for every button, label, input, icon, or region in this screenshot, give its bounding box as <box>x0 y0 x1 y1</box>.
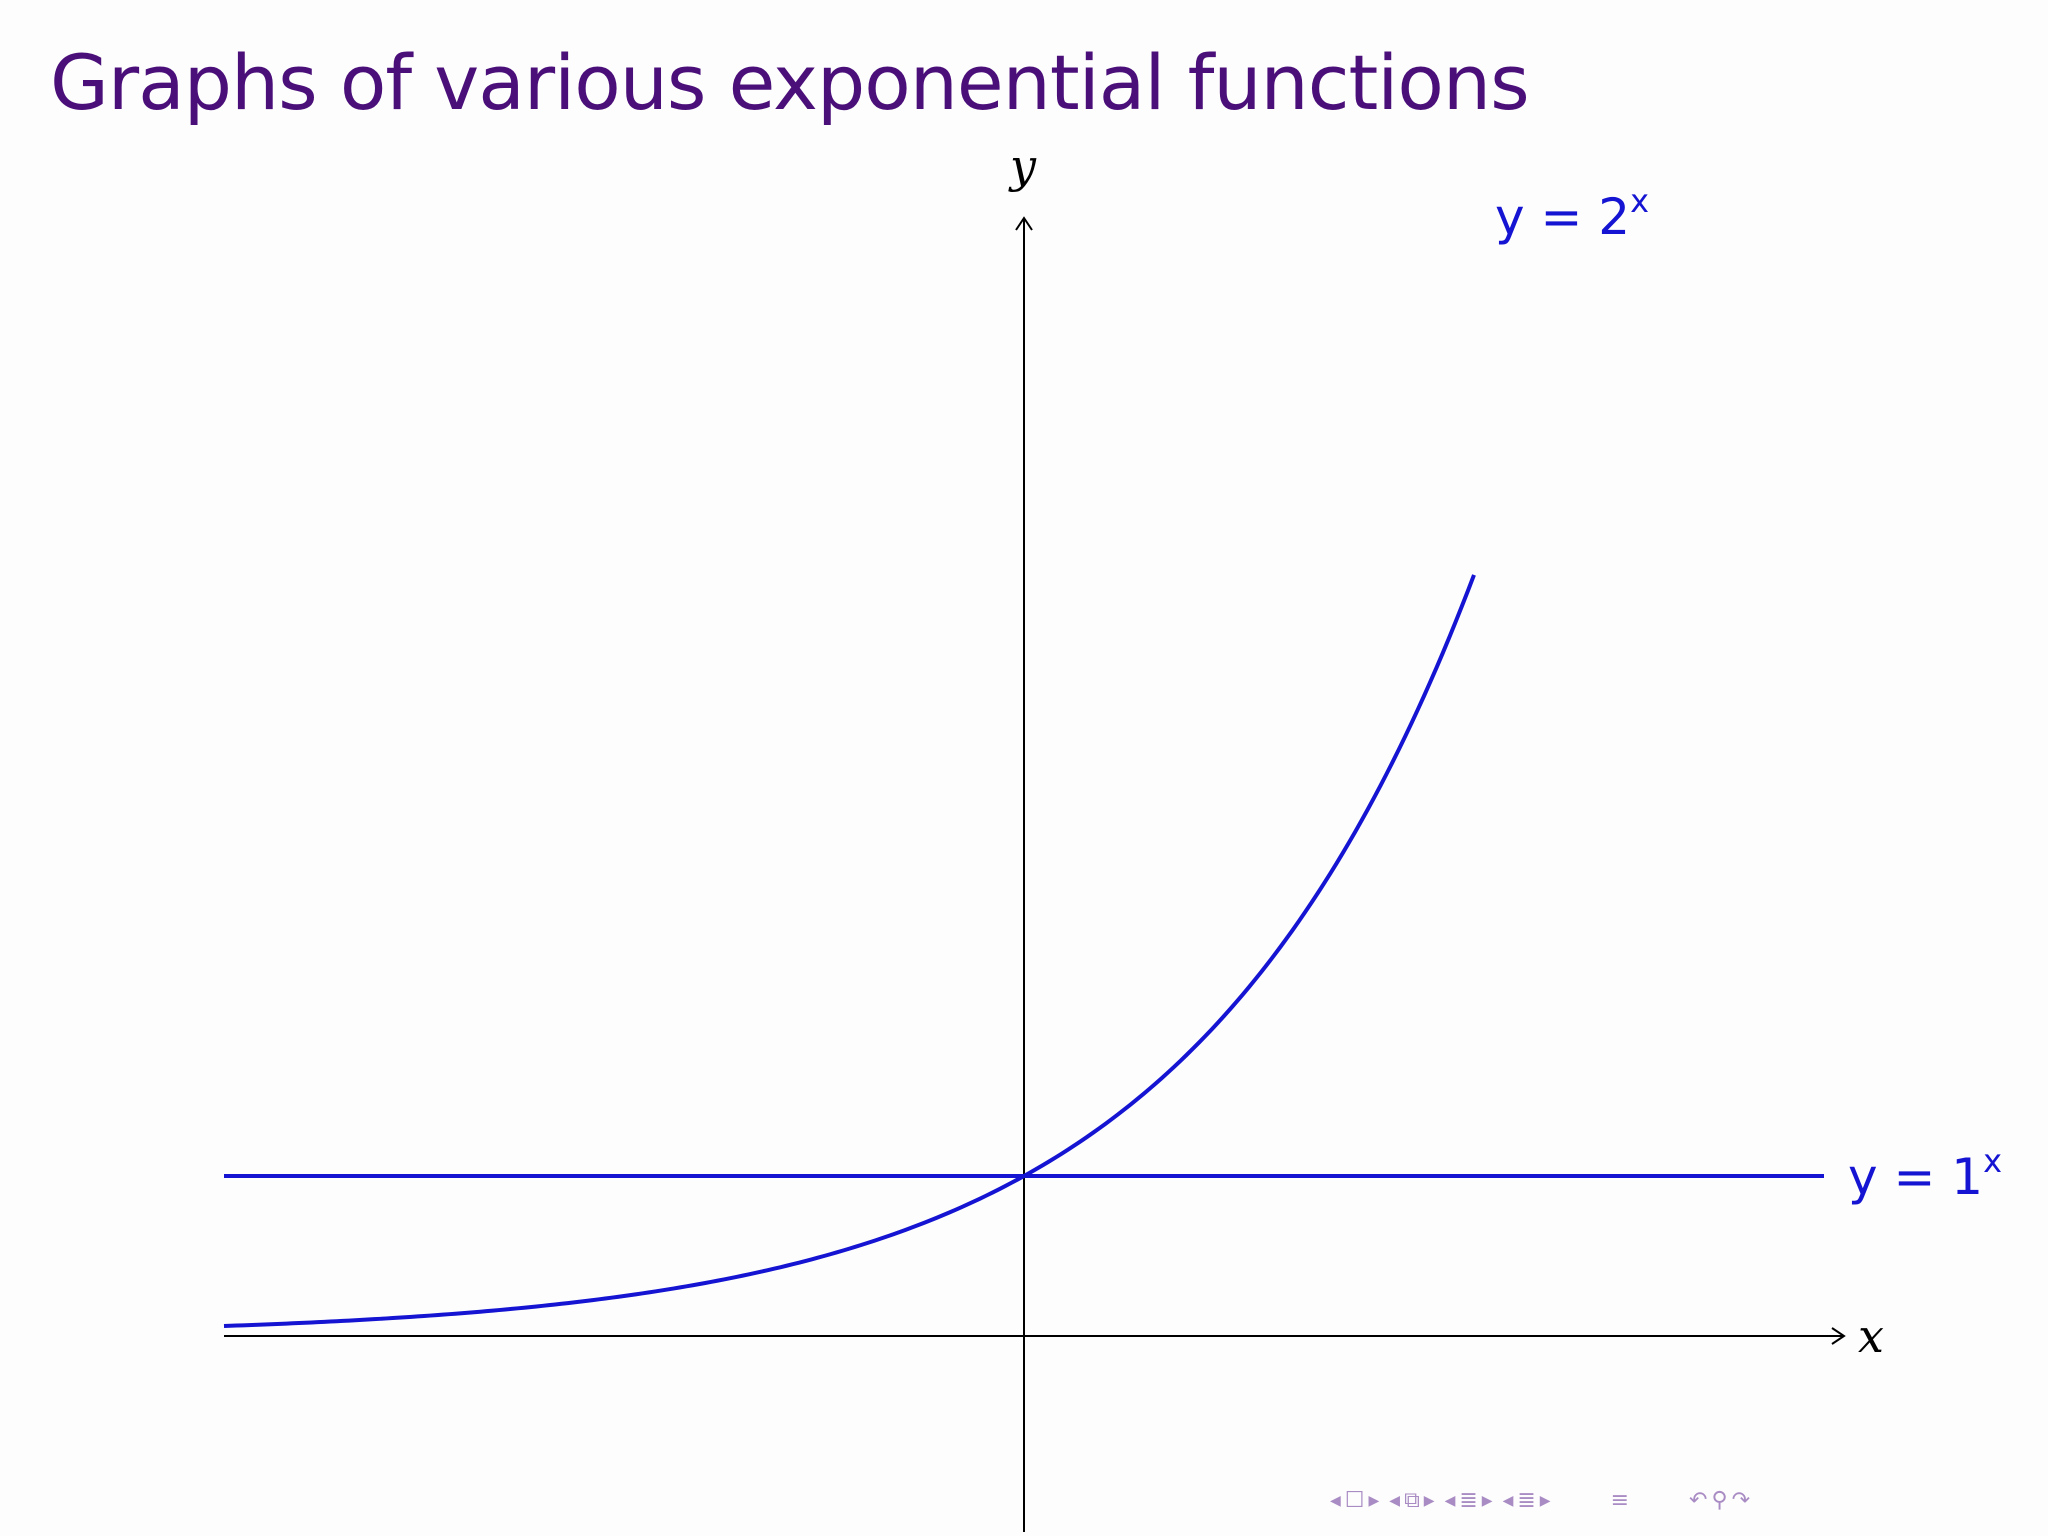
subsection-icon[interactable]: ⧉ <box>1404 1488 1420 1513</box>
slide-prev-icon[interactable]: ◀ <box>1502 1492 1514 1509</box>
slide-next-icon[interactable]: ▶ <box>1539 1492 1551 1509</box>
series-label-1x-sup: x <box>1983 1142 2002 1180</box>
redo-icon[interactable]: ↷ <box>1731 1488 1751 1513</box>
section-nav: ◀ ≣ ▶ <box>1445 1488 1493 1513</box>
series-label-2x: y = 2x <box>1495 182 1649 246</box>
subsection-next-icon[interactable]: ▶ <box>1423 1492 1435 1509</box>
section-prev-icon[interactable]: ◀ <box>1444 1492 1456 1509</box>
search-nav: ↶ ⚲ ↷ <box>1689 1488 1750 1513</box>
y-axis-arrowhead <box>1015 216 1033 231</box>
series-layer <box>223 574 1824 1328</box>
frame-prev-icon[interactable]: ◀ <box>1330 1492 1341 1509</box>
x-axis-arrowhead <box>1831 1327 1846 1345</box>
toc-icon[interactable]: ≡ <box>1610 1488 1630 1513</box>
axes <box>224 216 1846 1532</box>
frame-nav: ◀ ☐ ▶ <box>1330 1488 1379 1513</box>
slide-icon[interactable]: ≣ <box>1517 1488 1536 1513</box>
series-label-1x: y = 1x <box>1848 1142 2002 1206</box>
y-axis-label: y <box>1008 139 1037 193</box>
series-line-2x <box>223 574 1476 1328</box>
subsection-nav: ◀ ⧉ ▶ <box>1389 1488 1434 1513</box>
series-label-2x-sup: x <box>1630 182 1649 220</box>
slide-nav: ◀ ≣ ▶ <box>1503 1488 1551 1513</box>
section-next-icon[interactable]: ▶ <box>1481 1492 1493 1509</box>
slide-title: Graphs of various exponential functions <box>50 38 1530 127</box>
series-label-2x-main: y = 2 <box>1495 188 1630 246</box>
beamer-navigation: ◀ ☐ ▶ ◀ ⧉ ▶ ◀ ≣ ▶ ◀ ≣ ▶ ≡ ↶ ⚲ ↷ <box>1330 1488 1750 1513</box>
search-icon[interactable]: ⚲ <box>1711 1488 1728 1513</box>
labels: x y y = 2x y = 1x <box>1008 139 2002 1363</box>
frame-next-icon[interactable]: ▶ <box>1368 1492 1380 1509</box>
frame-icon[interactable]: ☐ <box>1344 1488 1365 1513</box>
undo-icon[interactable]: ↶ <box>1689 1488 1708 1513</box>
section-icon[interactable]: ≣ <box>1459 1488 1478 1513</box>
series-label-1x-main: y = 1 <box>1848 1148 1983 1206</box>
x-axis-label: x <box>1858 1309 1884 1363</box>
subsection-prev-icon[interactable]: ◀ <box>1389 1492 1401 1509</box>
